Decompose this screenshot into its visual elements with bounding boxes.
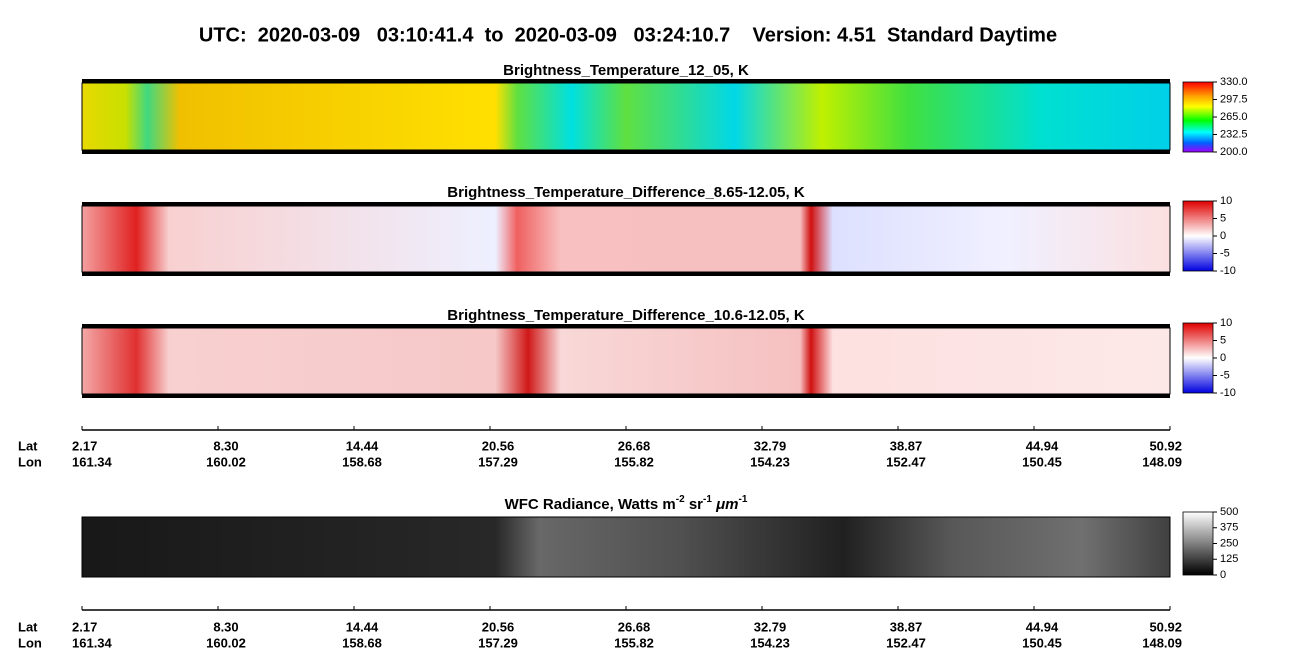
- lon-tick-label: 150.45: [1022, 635, 1062, 650]
- data-image: [81, 327, 1171, 395]
- lat-tick-label: 50.92: [1149, 619, 1182, 634]
- colorbar-tick-label: 0: [1220, 352, 1226, 364]
- lon-tick-label: 155.82: [614, 635, 654, 650]
- colorbar-tick-label: 125: [1220, 553, 1238, 565]
- lat-tick-label: 8.30: [213, 438, 238, 453]
- lon-tick-label: 158.68: [342, 454, 382, 469]
- lon-tick-label: 148.09: [1142, 635, 1182, 650]
- title-part: -2: [676, 494, 685, 505]
- edge-top: [82, 79, 1170, 83]
- data-image: [81, 516, 1171, 578]
- axis-row-label: Lat: [18, 438, 38, 453]
- lon-tick-label: 152.47: [886, 454, 926, 469]
- lat-tick-label: 14.44: [346, 438, 379, 453]
- colorbar-tick-label: 0: [1220, 569, 1226, 581]
- title-part: μm: [715, 496, 738, 513]
- lat-tick-label: 20.56: [482, 619, 515, 634]
- axis-row-label: Lon: [18, 454, 42, 469]
- colorbar-tick-label: 5: [1220, 334, 1226, 346]
- lon-tick-label: 160.02: [206, 635, 246, 650]
- colorbar-tick-label: 375: [1220, 522, 1238, 534]
- lon-tick-label: 158.68: [342, 635, 382, 650]
- colorbar-tick-label: 0: [1220, 230, 1226, 242]
- lat-tick-label: 2.17: [72, 438, 97, 453]
- colorbar-tick-label: -10: [1220, 265, 1236, 277]
- lon-tick-label: 161.34: [72, 454, 113, 469]
- data-image: [81, 82, 1171, 151]
- colorbar-tick-label: 297.5: [1220, 93, 1248, 105]
- colorbar: [1182, 81, 1214, 153]
- lon-tick-label: 154.23: [750, 635, 790, 650]
- lon-tick-label: 150.45: [1022, 454, 1062, 469]
- lat-tick-label: 38.87: [890, 438, 923, 453]
- colorbar-tick-label: 232.5: [1220, 128, 1248, 140]
- edge-top: [82, 324, 1170, 328]
- axis-row-label: Lon: [18, 635, 42, 650]
- lat-tick-label: 14.44: [346, 619, 379, 634]
- edge-top: [82, 202, 1170, 206]
- lat-tick-label: 32.79: [754, 438, 787, 453]
- lat-tick-label: 26.68: [618, 619, 651, 634]
- lon-tick-label: 154.23: [750, 454, 790, 469]
- data-image: [81, 205, 1171, 273]
- title-part: sr: [685, 496, 704, 513]
- colorbar-tick-label: 500: [1220, 506, 1238, 518]
- lon-tick-label: 155.82: [614, 454, 654, 469]
- lat-tick-label: 38.87: [890, 619, 923, 634]
- panel-title: Brightness_Temperature_Difference_10.6-1…: [447, 307, 805, 324]
- lat-tick-label: 20.56: [482, 438, 515, 453]
- lat-tick-label: 32.79: [754, 619, 787, 634]
- colorbar-tick-label: 10: [1220, 317, 1232, 329]
- colorbar: [1182, 511, 1214, 576]
- lon-tick-label: 157.29: [478, 635, 518, 650]
- lat-tick-label: 50.92: [1149, 438, 1182, 453]
- lat-tick-label: 26.68: [618, 438, 651, 453]
- page-title: UTC: 2020-03-09 03:10:41.4 to 2020-03-09…: [199, 24, 1057, 46]
- lat-tick-label: 44.94: [1026, 438, 1059, 453]
- colorbar-tick-label: 265.0: [1220, 111, 1248, 123]
- edge-bottom: [82, 150, 1170, 154]
- colorbar: [1182, 322, 1214, 394]
- colorbar-tick-label: 330.0: [1220, 76, 1248, 88]
- lat-tick-label: 8.30: [213, 619, 238, 634]
- colorbar-tick-label: 250: [1220, 537, 1238, 549]
- colorbar-tick-label: 5: [1220, 212, 1226, 224]
- axis-row-label: Lat: [18, 619, 38, 634]
- panel-title: WFC Radiance, Watts m-2 sr-1 μm-1: [505, 494, 748, 513]
- lon-tick-label: 157.29: [478, 454, 518, 469]
- panel-title: Brightness_Temperature_12_05, K: [503, 62, 749, 79]
- lat-tick-label: 2.17: [72, 619, 97, 634]
- title-part: -1: [703, 494, 712, 505]
- colorbar-tick-label: -5: [1220, 247, 1230, 259]
- panel-title: Brightness_Temperature_Difference_8.65-1…: [447, 184, 805, 201]
- lon-tick-label: 152.47: [886, 635, 926, 650]
- colorbar-tick-label: -10: [1220, 387, 1236, 399]
- lat-tick-label: 44.94: [1026, 619, 1059, 634]
- edge-bottom: [82, 394, 1170, 398]
- lon-tick-label: 160.02: [206, 454, 246, 469]
- edge-bottom: [82, 272, 1170, 276]
- colorbar-tick-label: -5: [1220, 369, 1230, 381]
- lon-tick-label: 161.34: [72, 635, 113, 650]
- colorbar-tick-label: 200.0: [1220, 146, 1248, 158]
- colorbar: [1182, 200, 1214, 272]
- title-part: WFC Radiance, Watts m: [505, 496, 676, 513]
- title-part: -1: [738, 494, 747, 505]
- lon-tick-label: 148.09: [1142, 454, 1182, 469]
- colorbar-tick-label: 10: [1220, 195, 1232, 207]
